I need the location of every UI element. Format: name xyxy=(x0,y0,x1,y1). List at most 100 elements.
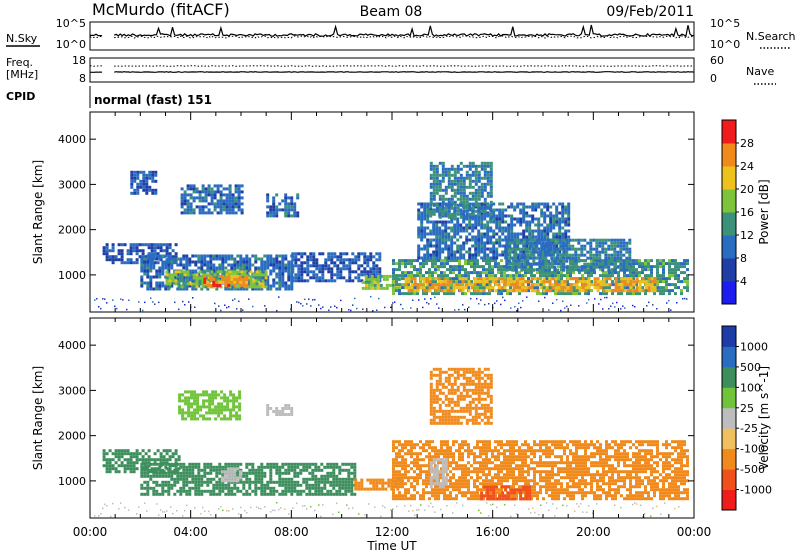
echo-cell xyxy=(488,289,492,293)
echo-cell xyxy=(537,220,541,224)
echo-cell xyxy=(306,267,310,271)
echo-cell xyxy=(347,462,351,466)
echo-region xyxy=(220,467,242,483)
echo-cell xyxy=(623,289,627,293)
echo-cell xyxy=(510,220,514,224)
echo-cell xyxy=(437,286,441,290)
echo-cell xyxy=(303,252,307,256)
echo-cell xyxy=(212,492,216,496)
echo-cell xyxy=(135,249,139,253)
echo-cell xyxy=(644,280,648,284)
echo-cell xyxy=(260,492,264,496)
echo-cell xyxy=(471,206,475,210)
echo-cell xyxy=(168,455,172,459)
echo-cell xyxy=(674,277,677,281)
echo-cell xyxy=(275,211,279,215)
echo-cell xyxy=(146,269,150,273)
echo-cell xyxy=(281,489,285,493)
echo-cell xyxy=(539,280,543,284)
echo-cell xyxy=(447,179,451,183)
echo-cell xyxy=(462,256,466,260)
echo-cell xyxy=(237,285,241,289)
echo-cell xyxy=(185,257,189,261)
echo-cell xyxy=(251,489,255,493)
echo-cell xyxy=(441,173,445,177)
scatter-cell xyxy=(236,308,238,310)
echo-cell xyxy=(662,292,665,296)
echo-cell xyxy=(438,250,442,254)
echo-cell xyxy=(102,252,106,256)
echo-cell xyxy=(211,399,215,403)
echo-cell xyxy=(287,205,291,209)
scatter-cell xyxy=(138,301,140,303)
echo-cell xyxy=(417,217,421,221)
echo-cell xyxy=(308,462,312,466)
echo-cell xyxy=(350,489,354,493)
echo-cell xyxy=(541,265,545,269)
echo-cell xyxy=(507,223,511,227)
echo-cell xyxy=(541,259,545,263)
echo-cell xyxy=(364,286,368,290)
echo-cell xyxy=(202,393,206,397)
echo-cell xyxy=(238,405,242,409)
echo-cell xyxy=(217,411,221,415)
echo-cell xyxy=(608,289,612,293)
echo-cell xyxy=(480,176,484,180)
echo-cell xyxy=(605,274,608,278)
echo-cell xyxy=(613,238,617,242)
echo-cell xyxy=(524,286,528,290)
echo-cell xyxy=(595,238,599,242)
echo-cell xyxy=(474,182,478,186)
echo-cell xyxy=(440,277,443,281)
echo-cell xyxy=(218,283,222,287)
echo-cell xyxy=(272,278,276,282)
echo-cell xyxy=(549,205,553,209)
echo-cell xyxy=(236,462,240,466)
echo-cell xyxy=(441,194,445,198)
echo-cell xyxy=(437,292,440,296)
echo-cell xyxy=(161,266,165,270)
echo-cell xyxy=(483,182,487,186)
echo-cell xyxy=(467,262,470,266)
echo-cell xyxy=(318,279,322,283)
echo-cell xyxy=(619,259,623,263)
echo-cell xyxy=(444,206,448,210)
echo-cell xyxy=(195,205,199,209)
echo-cell xyxy=(498,238,502,242)
echo-cell xyxy=(308,492,312,496)
echo-cell xyxy=(566,280,569,284)
echo-cell xyxy=(534,229,538,233)
echo-cell xyxy=(569,277,573,281)
echo-cell xyxy=(581,277,585,281)
echo-cell xyxy=(146,474,150,478)
echo-cell xyxy=(550,256,554,260)
echo-cell xyxy=(263,471,267,475)
echo-cell xyxy=(357,279,361,283)
echo-cell xyxy=(231,193,235,197)
echo-cell xyxy=(443,280,447,284)
echo-cell xyxy=(226,467,230,471)
echo-cell xyxy=(284,199,288,203)
echo-cell xyxy=(420,238,424,242)
echo-cell xyxy=(465,176,469,180)
echo-cell xyxy=(379,286,383,290)
echo-cell xyxy=(462,188,466,192)
echo-cell xyxy=(361,286,365,290)
echo-cell xyxy=(272,257,276,261)
scatter-cell xyxy=(112,299,114,301)
echo-cell xyxy=(456,179,460,183)
echo-cell xyxy=(558,241,562,245)
echo-cell xyxy=(599,280,603,284)
echo-cell xyxy=(189,205,193,209)
echo-cell xyxy=(491,274,494,278)
echo-cell xyxy=(552,220,556,224)
echo-cell xyxy=(336,267,340,271)
echo-cell xyxy=(546,235,550,239)
echo-cell xyxy=(161,269,165,273)
echo-cell xyxy=(357,487,361,491)
echo-cell xyxy=(474,209,478,213)
echo-cell xyxy=(324,267,328,271)
echo-cell xyxy=(240,208,244,212)
echo-cell xyxy=(578,292,581,296)
echo-cell xyxy=(185,483,189,487)
